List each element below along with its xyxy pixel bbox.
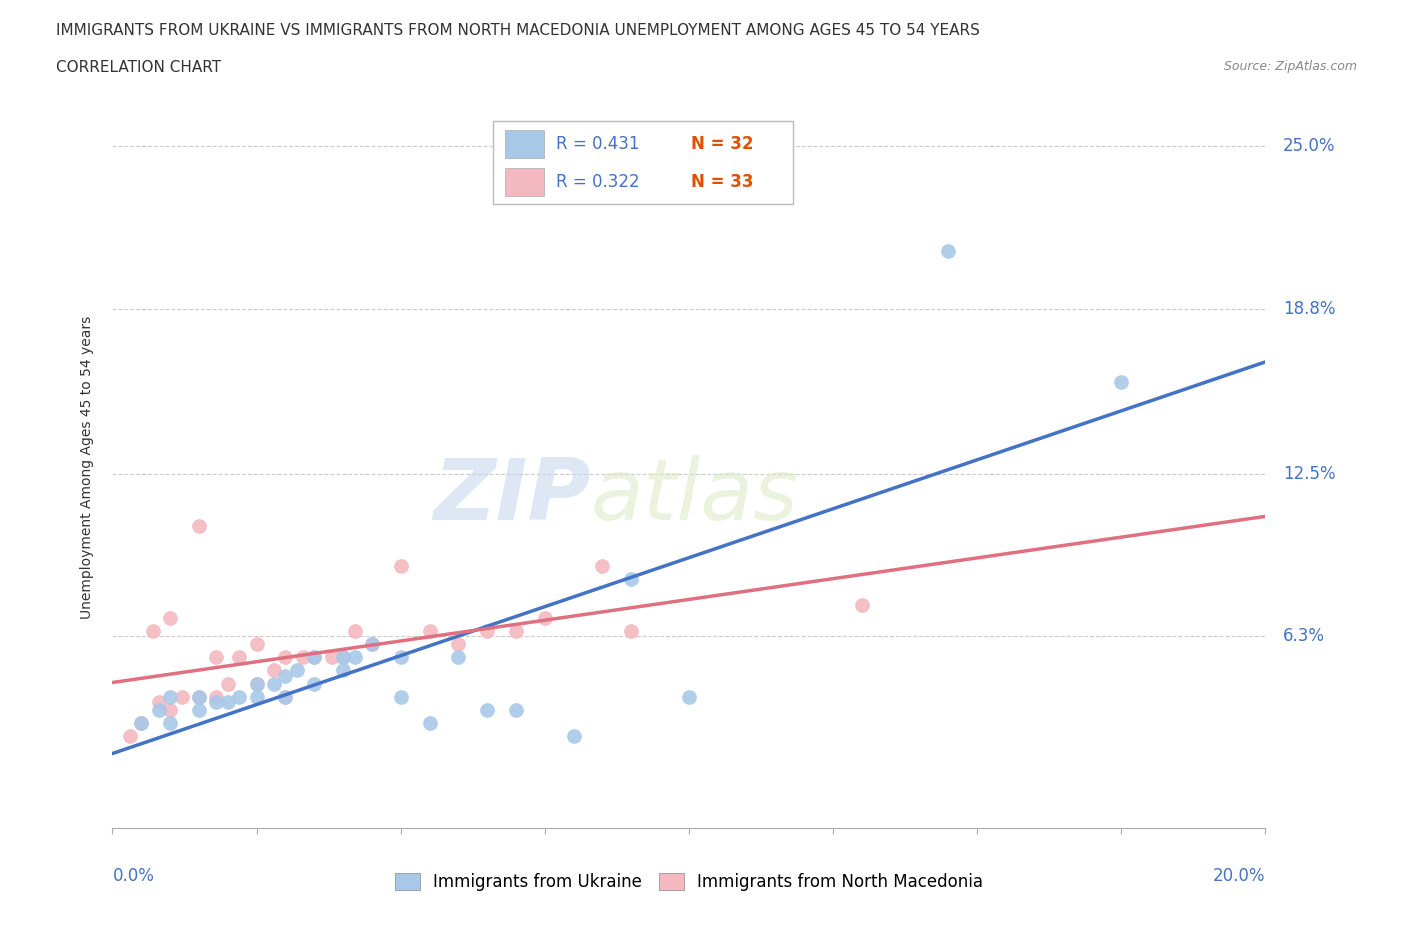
Point [274, 650, 297, 665]
Text: 12.5%: 12.5% [1282, 465, 1336, 483]
Point [246, 689, 269, 704]
Point [419, 715, 441, 730]
Point [129, 715, 153, 730]
Point [246, 676, 269, 691]
Point [205, 689, 228, 704]
Text: ZIP: ZIP [433, 455, 591, 538]
Point [419, 624, 441, 639]
Text: IMMIGRANTS FROM UKRAINE VS IMMIGRANTS FROM NORTH MACEDONIA UNEMPLOYMENT AMONG AG: IMMIGRANTS FROM UKRAINE VS IMMIGRANTS FR… [56, 23, 980, 38]
Point [505, 702, 527, 717]
Point [246, 637, 269, 652]
Point [170, 689, 193, 704]
Y-axis label: Unemployment Among Ages 45 to 54 years: Unemployment Among Ages 45 to 54 years [80, 315, 94, 619]
Point [188, 689, 211, 704]
Point [142, 624, 165, 639]
Text: 18.8%: 18.8% [1282, 299, 1336, 318]
Point [505, 624, 527, 639]
Point [304, 650, 326, 665]
Point [447, 650, 470, 665]
Point [228, 650, 250, 665]
Point [274, 689, 297, 704]
Point [159, 611, 181, 626]
Text: 25.0%: 25.0% [1282, 138, 1336, 155]
Point [678, 689, 700, 704]
Point [304, 650, 326, 665]
Text: Source: ZipAtlas.com: Source: ZipAtlas.com [1223, 60, 1357, 73]
Point [263, 676, 285, 691]
Point [447, 637, 470, 652]
Point [1111, 375, 1133, 390]
Point [304, 676, 326, 691]
Point [159, 689, 181, 704]
Legend: Immigrants from Ukraine, Immigrants from North Macedonia: Immigrants from Ukraine, Immigrants from… [395, 873, 983, 892]
Point [188, 702, 211, 717]
Point [389, 650, 412, 665]
Text: 6.3%: 6.3% [1282, 628, 1324, 645]
Point [360, 637, 382, 652]
Point [205, 650, 228, 665]
Point [118, 728, 141, 743]
Point [332, 650, 354, 665]
Point [332, 650, 354, 665]
Point [246, 676, 269, 691]
Point [148, 702, 170, 717]
Text: atlas: atlas [591, 455, 799, 538]
Point [360, 637, 382, 652]
Point [343, 624, 366, 639]
Point [534, 611, 557, 626]
Point [475, 624, 499, 639]
Point [592, 558, 614, 573]
Point [321, 650, 343, 665]
Point [389, 689, 412, 704]
Point [475, 702, 499, 717]
Point [332, 663, 354, 678]
Point [389, 558, 412, 573]
Point [851, 597, 873, 612]
Point [159, 702, 181, 717]
Point [188, 689, 211, 704]
Point [274, 689, 297, 704]
Point [263, 663, 285, 678]
Text: CORRELATION CHART: CORRELATION CHART [56, 60, 221, 75]
Text: 0.0%: 0.0% [112, 867, 155, 884]
Text: 20.0%: 20.0% [1213, 867, 1265, 884]
Point [343, 650, 366, 665]
Point [285, 663, 308, 678]
Point [274, 669, 297, 684]
Point [620, 571, 643, 586]
Point [217, 695, 239, 710]
Point [620, 624, 643, 639]
Point [188, 519, 211, 534]
Point [228, 689, 250, 704]
Point [205, 695, 228, 710]
Point [936, 244, 959, 259]
Point [148, 695, 170, 710]
Point [291, 650, 314, 665]
Point [217, 676, 239, 691]
Point [562, 728, 585, 743]
Point [129, 715, 153, 730]
Point [159, 715, 181, 730]
